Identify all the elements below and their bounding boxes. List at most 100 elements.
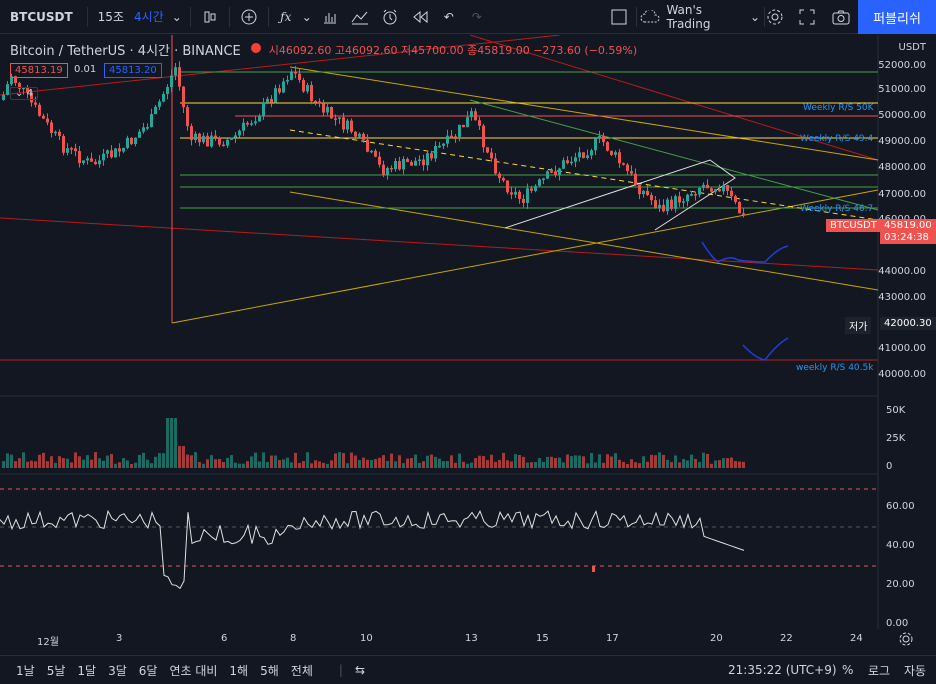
candle-body xyxy=(698,187,701,195)
range-button[interactable]: 1달 xyxy=(77,663,97,678)
add-indicator-icon[interactable] xyxy=(234,0,264,34)
volume-bar xyxy=(118,462,121,468)
candle-body xyxy=(206,135,209,147)
symbol-search[interactable]: BTCUSDT xyxy=(10,9,73,24)
publish-button[interactable]: 퍼블리쉬 xyxy=(858,0,936,34)
candle-body xyxy=(122,147,125,152)
candle-body xyxy=(142,127,145,132)
candle-body xyxy=(650,195,653,201)
volume-bar xyxy=(466,463,469,468)
candle-body xyxy=(378,156,381,165)
goto-date-icon[interactable]: ⇆ xyxy=(354,663,365,677)
clock[interactable]: 21:35:22 (UTC+9) xyxy=(728,663,837,677)
candle-body xyxy=(130,137,133,145)
candle-body xyxy=(686,194,689,202)
range-button[interactable]: 전체 xyxy=(290,663,313,678)
auto-toggle[interactable]: 자동 xyxy=(904,663,927,678)
volume-bar xyxy=(174,418,177,468)
compare-icon[interactable] xyxy=(345,0,375,34)
volume-bar xyxy=(590,452,593,468)
volume-bar xyxy=(426,455,429,468)
chevron-down-icon[interactable]: ⌄ xyxy=(171,9,182,24)
candle-body xyxy=(238,130,241,136)
range-button[interactable]: 5날 xyxy=(46,663,66,678)
price-tick: 41000.00 xyxy=(878,343,926,354)
replay-icon[interactable] xyxy=(405,0,435,34)
volume-bar xyxy=(114,463,117,468)
candle-body xyxy=(114,148,117,158)
range-button[interactable]: 1해 xyxy=(229,663,249,678)
chart-canvas[interactable] xyxy=(0,35,936,629)
candle-body xyxy=(66,148,69,153)
volume-bar xyxy=(258,461,261,468)
range-button[interactable]: 1날 xyxy=(16,663,35,678)
divider xyxy=(636,7,637,27)
layout-icon[interactable] xyxy=(608,0,630,34)
candle-body xyxy=(162,93,165,102)
bid-price[interactable]: 45813.19 xyxy=(10,63,68,78)
candle-body xyxy=(450,135,453,138)
low-label: 저가 xyxy=(845,317,872,334)
candle-body xyxy=(234,135,237,138)
gear-icon[interactable] xyxy=(898,631,914,651)
volume-bar xyxy=(550,456,553,468)
candle-body xyxy=(282,81,285,93)
time-tick: 22 xyxy=(780,633,793,644)
interval-minutes[interactable]: 15조 xyxy=(97,10,124,24)
candle-body xyxy=(734,196,737,203)
indicators-icon[interactable]: ƒx xyxy=(280,9,292,24)
volume-bar xyxy=(198,461,201,468)
candle-body xyxy=(742,213,745,215)
indicator-collapse-button[interactable]: ⌄ 4 xyxy=(10,87,38,100)
ask-price[interactable]: 45813.20 xyxy=(104,63,162,78)
candle-body xyxy=(326,107,329,113)
alert-icon[interactable] xyxy=(375,0,405,34)
chevron-down-icon[interactable]: ⌄ xyxy=(301,9,312,24)
candle-body xyxy=(550,171,553,173)
currency-label[interactable]: USDT xyxy=(898,42,926,53)
spread: 0.01 xyxy=(74,64,97,75)
candle-body xyxy=(338,117,341,119)
candle-body xyxy=(166,87,169,94)
candle-body xyxy=(198,133,201,143)
camera-icon[interactable] xyxy=(830,0,852,34)
candle-body xyxy=(46,118,49,123)
candle-body xyxy=(418,159,421,162)
volume-tick: 25K xyxy=(886,433,906,444)
workspace-selector[interactable]: Wan's Trading ⌄ xyxy=(640,0,760,34)
candles-icon[interactable] xyxy=(195,0,225,34)
candle-body xyxy=(666,199,669,212)
templates-icon[interactable] xyxy=(315,0,345,34)
volume-bar xyxy=(526,462,529,468)
range-button[interactable]: 3달 xyxy=(108,663,127,678)
candle-body xyxy=(170,75,173,88)
volume-bar xyxy=(462,461,465,468)
gear-icon[interactable] xyxy=(764,0,786,34)
chevron-down-icon: ⌄ xyxy=(15,88,27,99)
interval-hours[interactable]: 4시간 xyxy=(133,10,164,24)
volume-bar xyxy=(474,458,477,468)
candle-body xyxy=(246,122,249,125)
volume-bar xyxy=(134,462,137,468)
volume-bar xyxy=(510,461,513,468)
candle-body xyxy=(126,137,129,148)
candle-body xyxy=(618,152,621,164)
volume-bar xyxy=(274,455,277,468)
candle-body xyxy=(190,126,193,141)
redo-icon[interactable]: ↷ xyxy=(471,9,482,24)
candle-body xyxy=(718,189,721,192)
range-button[interactable]: 6달 xyxy=(138,663,158,678)
candle-body xyxy=(314,101,317,103)
volume-bar xyxy=(498,459,501,468)
range-button[interactable]: 5해 xyxy=(260,663,279,678)
percent-toggle[interactable]: % xyxy=(842,663,854,677)
undo-icon[interactable]: ↶ xyxy=(443,9,454,24)
volume-bar xyxy=(178,446,181,468)
fullscreen-icon[interactable] xyxy=(796,0,818,34)
range-button[interactable]: 연초 대비 xyxy=(169,663,218,678)
candle-body xyxy=(62,135,65,153)
log-toggle[interactable]: 로그 xyxy=(868,663,891,678)
candle-body xyxy=(70,148,73,150)
candle-body xyxy=(678,196,681,203)
eye-icon[interactable] xyxy=(249,41,263,58)
